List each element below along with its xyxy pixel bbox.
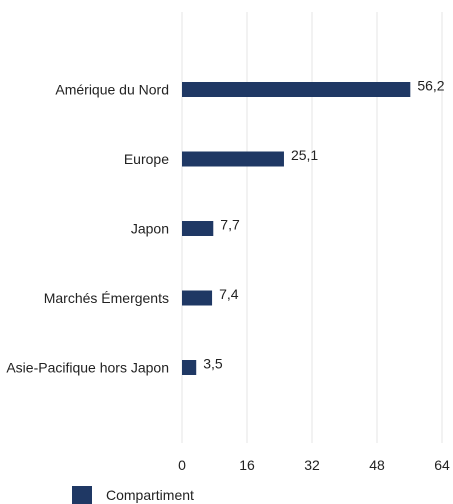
category-labels: Amérique du Nord Europe Japon Marchés Émerg… (6, 82, 169, 376)
value-label-4: 3,5 (203, 356, 223, 372)
category-label-0: Amérique du Nord (55, 82, 169, 98)
category-label-4: Asie-Pacifique hors Japon (6, 360, 169, 376)
x-tick-label-4: 64 (434, 457, 450, 473)
x-axis-tick-labels: 0 16 32 48 64 (178, 457, 450, 473)
bars (182, 82, 411, 375)
bar-3 (182, 290, 213, 306)
category-label-2: Japon (131, 221, 169, 237)
bar-2 (182, 221, 214, 236)
x-tick-label-1: 16 (239, 457, 255, 473)
category-label-3: Marchés Émergents (44, 290, 169, 306)
bar-4 (182, 360, 197, 375)
legend-swatch (72, 486, 92, 504)
legend: Compartiment (72, 486, 194, 504)
value-label-2: 7,7 (220, 217, 240, 233)
value-label-3: 7,4 (219, 286, 239, 302)
bar-0 (182, 82, 411, 97)
value-label-0: 56,2 (417, 78, 444, 94)
legend-label: Compartiment (106, 487, 194, 503)
x-tick-label-3: 48 (369, 457, 385, 473)
value-label-1: 25,1 (291, 147, 318, 163)
bar-1 (182, 151, 284, 167)
x-tick-label-0: 0 (178, 457, 186, 473)
value-labels: 56,2 25,1 7,7 7,4 3,5 (203, 78, 445, 372)
category-label-1: Europe (124, 151, 169, 167)
x-tick-label-2: 32 (304, 457, 320, 473)
